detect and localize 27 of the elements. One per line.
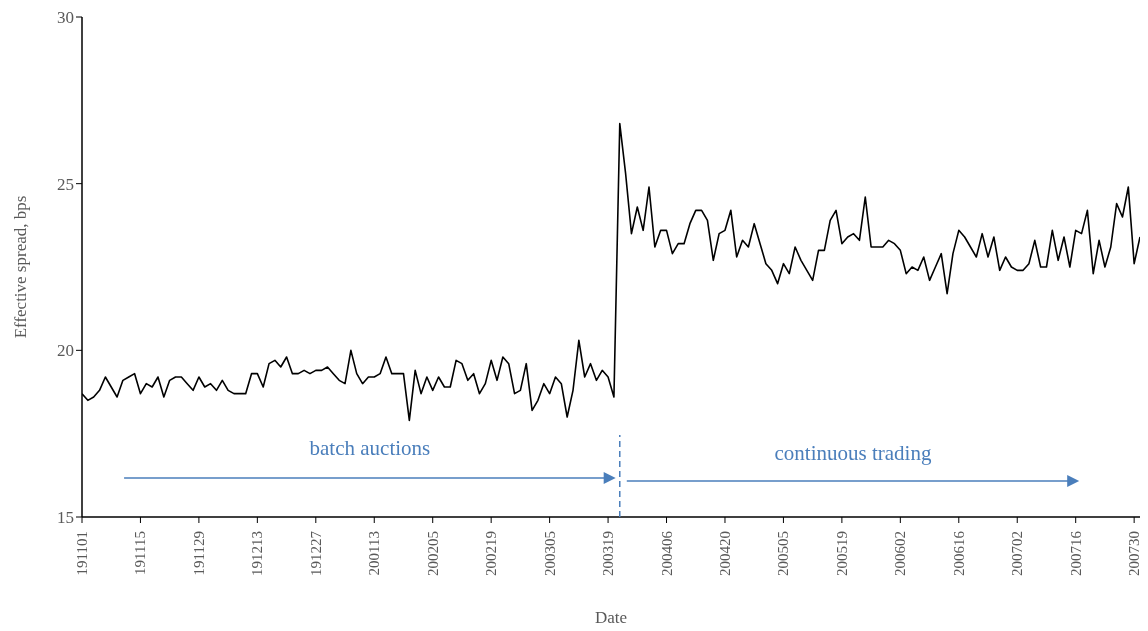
annotation: continuous trading	[774, 441, 932, 465]
x-tick-label: 191227	[307, 530, 324, 576]
y-tick-label: 20	[57, 341, 74, 361]
x-tick-label: 200505	[775, 531, 792, 576]
x-tick-label: 200319	[600, 531, 617, 576]
x-tick-label: 200205	[424, 531, 441, 576]
x-tick-label: 200219	[483, 531, 500, 576]
x-tick-label: 200519	[833, 531, 850, 576]
x-tick-label: 200716	[1067, 530, 1084, 576]
y-tick-label: 30	[57, 8, 74, 28]
x-tick-label: 200702	[1009, 531, 1026, 576]
x-tick-label: 191129	[190, 531, 207, 576]
x-axis-title: Date	[594, 608, 628, 627]
x-tick-label: 200420	[716, 531, 733, 576]
x-tick-label: 200305	[541, 531, 558, 576]
x-tick-label: 200616	[950, 530, 967, 576]
y-tick-label: 25	[57, 174, 74, 194]
x-tick-label: 191213	[249, 531, 266, 576]
x-tick-label: 191115	[132, 531, 149, 575]
x-tick-label: 191101	[74, 531, 90, 576]
y-axis-title: Effective spread, bps	[11, 195, 30, 339]
x-tick-label: 200406	[658, 530, 675, 576]
x-tick-label: 200113	[366, 531, 383, 576]
x-tick-label: 200730	[1126, 531, 1143, 576]
x-tick-label: 200602	[892, 531, 909, 576]
annotation: batch auctions	[309, 436, 431, 460]
y-tick-label: 15	[57, 508, 74, 528]
